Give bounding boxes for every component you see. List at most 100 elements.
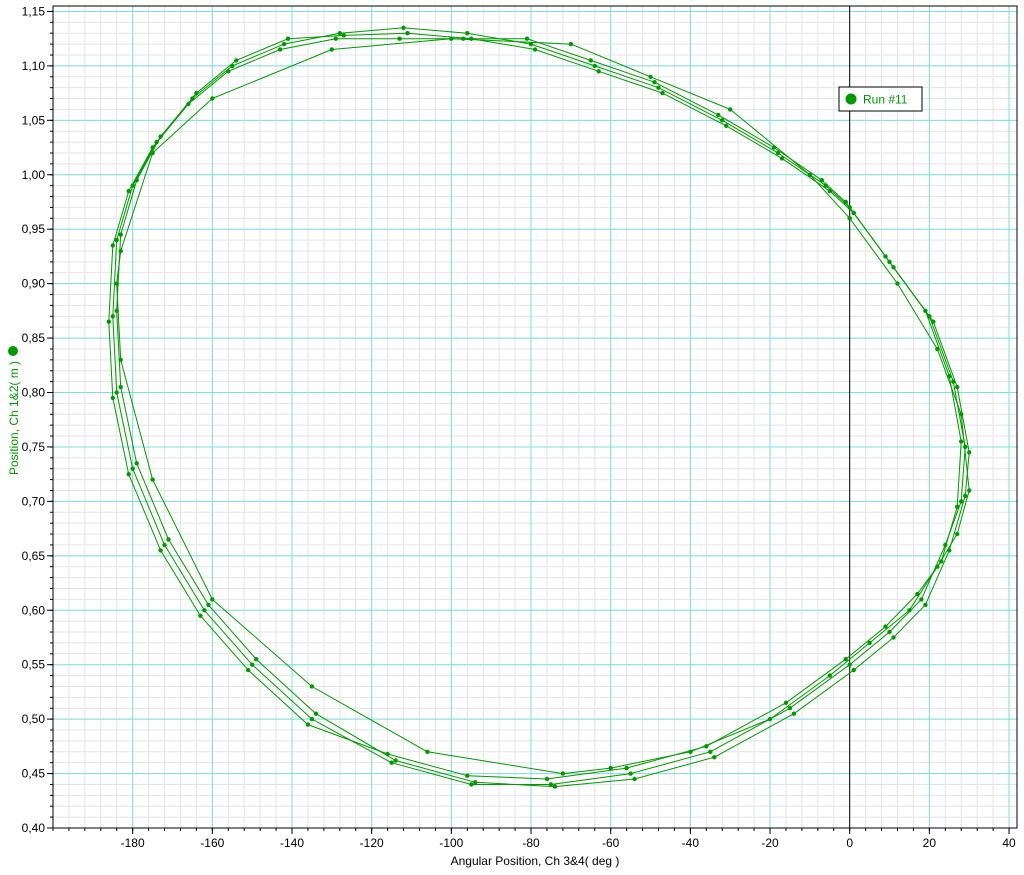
data-point [210,597,215,602]
x-tick-label: -180 [121,836,145,850]
data-point [827,673,832,678]
data-point [775,150,781,156]
data-point [230,63,235,69]
data-point [716,112,721,118]
y-tick-labels: 0,40 0,45 0,50 0,55 0,60 0,65 0,70 0,75 0,80 0,85… [22,4,46,835]
data-point [134,461,139,466]
data-point [130,466,135,471]
axis-ticks [47,10,1010,834]
data-point [704,744,709,749]
data-point [465,31,470,36]
major-gridlines [53,6,1017,829]
legend[interactable]: Run #11 [838,86,923,112]
data-point [106,319,112,324]
data-point [158,548,163,553]
data-point [660,90,665,96]
data-point [560,771,566,776]
y-tick-label: 0,65 [22,549,46,563]
data-point [724,123,729,128]
data-point [190,96,195,101]
data-point [524,36,530,41]
data-point [202,608,207,613]
data-point [118,384,123,390]
data-point [110,243,116,248]
data-point [166,537,171,542]
data-point [305,722,311,727]
data-point [389,760,394,765]
data-point [226,69,231,74]
data-point [923,602,928,607]
legend-marker [845,93,857,105]
data-point [867,640,872,646]
data-point [250,662,255,667]
data-point [333,36,338,41]
data-point [568,41,574,47]
y-tick-label: 1,05 [22,113,46,127]
y-tick-label: 0,80 [22,386,46,400]
y-tick-label: 0,85 [22,331,46,345]
y-tick-label: 1,15 [22,4,46,18]
data-point [791,711,797,716]
data-point [110,314,116,319]
data-point [943,542,948,548]
data-point [688,749,693,754]
data-point [313,711,319,716]
data-point [915,591,920,597]
data-point [951,379,956,384]
data-point [624,765,629,771]
data-point [285,36,291,41]
y-axis-series-marker [8,346,18,356]
data-point [728,107,733,112]
y-tick-label: 0,70 [22,494,46,508]
y-tick-label: 0,75 [22,440,46,454]
data-point [234,58,239,63]
data-point [130,183,135,188]
y-tick-label: 0,60 [22,603,46,617]
data-point [405,31,410,36]
data-point [887,259,892,265]
data-point [648,74,653,80]
data-point [955,504,960,509]
data-point [955,531,960,537]
data-point [843,199,848,205]
y-tick-label: 0,40 [22,821,46,835]
y-tick-label: 0,45 [22,767,46,781]
x-axis-title: Angular Position, Ch 3&4( deg ) [451,854,620,868]
data-point [114,308,119,313]
data-point [401,25,406,30]
y-tick-label: 0,95 [22,222,46,236]
data-point [935,346,940,352]
data-point [449,36,454,41]
data-point [114,237,119,243]
data-point [720,118,725,123]
x-tick-label: -60 [602,836,620,850]
data-point [787,706,793,711]
data-point [114,390,119,395]
data-point [847,662,852,667]
plot-area-frame [52,5,1018,829]
data-point [469,36,474,41]
data-point [959,499,964,504]
x-tick-labels: -180 -160 -140 -120 -100 -80 -60 -40 -20 0 20 40 [121,836,1016,850]
data-point [959,412,964,417]
x-tick-label: -120 [360,836,384,850]
x-tick-label: 20 [923,836,937,850]
data-point [118,232,123,237]
data-point [847,205,852,210]
data-point [847,216,852,221]
data-point [947,374,952,379]
data-point [206,602,211,607]
data-point [843,657,848,662]
data-point [425,749,430,754]
y-axis-title-group: Position, Ch 1&2( m ) [7,346,21,475]
data-point [955,384,960,390]
data-point [588,58,593,63]
data-point [779,156,785,161]
data-point [548,782,554,787]
data-point [154,139,159,145]
data-point [632,776,637,782]
data-point [393,758,398,763]
data-point [309,716,315,722]
data-point [771,145,777,150]
data-point [162,542,167,548]
